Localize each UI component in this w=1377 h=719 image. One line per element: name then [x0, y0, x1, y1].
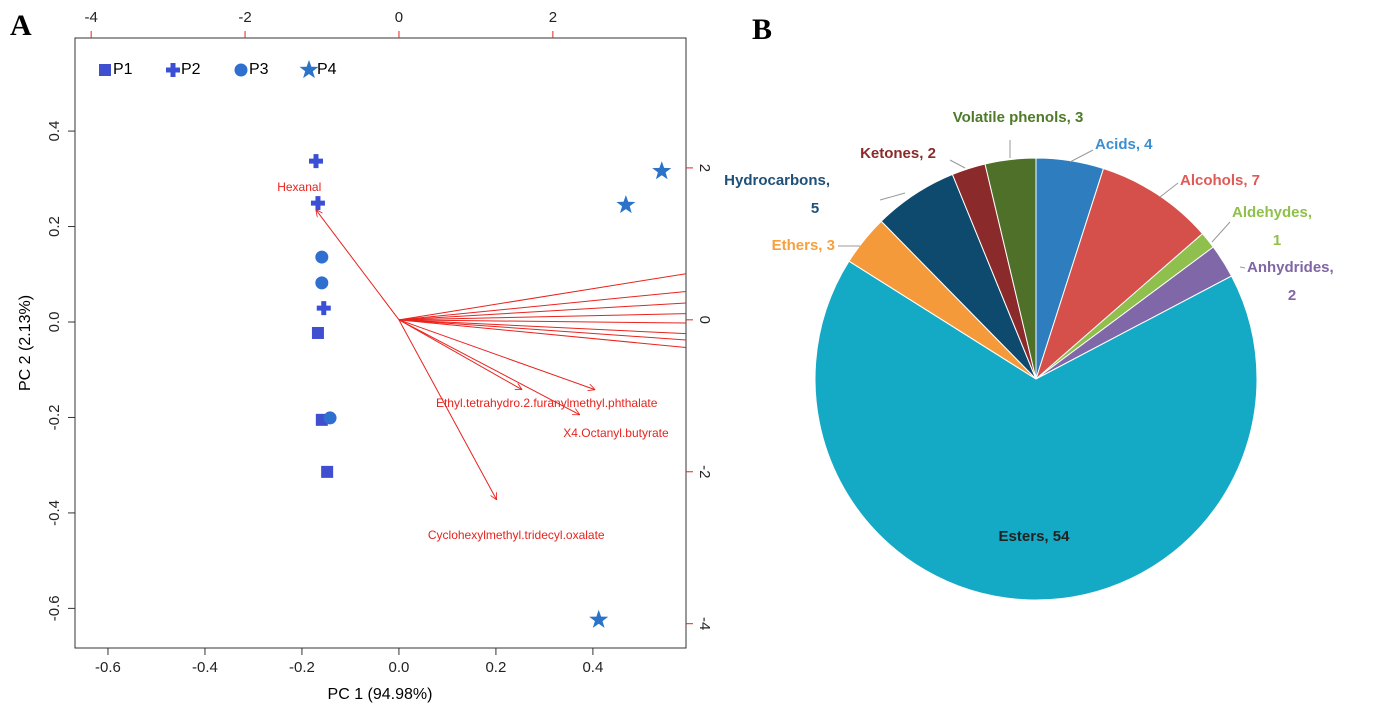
loading-label: X4.Octanyl.butyrate [563, 426, 669, 440]
x-tick-label: -0.2 [289, 659, 315, 676]
point [316, 301, 331, 316]
x-tick-label: 0.4 [582, 659, 603, 676]
legend-symbol [299, 60, 319, 79]
legend-symbol [234, 63, 248, 77]
x-tick-label: 0.2 [485, 659, 506, 676]
x-tick-label: 0.0 [388, 659, 409, 676]
plot-frame [74, 37, 687, 649]
loading-arrow [398, 319, 522, 390]
pie-slice [984, 157, 1037, 380]
loading-arrow [398, 319, 686, 335]
loading-arrow [398, 290, 686, 321]
point [616, 195, 636, 214]
leader-line [879, 192, 906, 201]
x-tick-label: -0.4 [192, 659, 218, 676]
leader-line [1159, 182, 1179, 198]
y-tick-label: 0.4 [46, 121, 63, 142]
slice-label: Ethers, 3 [772, 237, 835, 254]
slice-label: Alcohols, 7 [1180, 172, 1260, 189]
legend-symbol [99, 64, 111, 76]
y-tick-label: -0.4 [46, 500, 63, 526]
y-tick-label: -0.6 [46, 595, 63, 621]
loading-arrow [398, 313, 686, 321]
y2-tick-label: -4 [696, 617, 713, 630]
legend-symbol [166, 63, 180, 77]
x2-tick-label: 0 [395, 9, 403, 26]
loading-arrow [316, 210, 400, 321]
leader-line [1239, 266, 1246, 269]
point [323, 411, 337, 425]
point [315, 250, 329, 264]
y-tick-label: -0.2 [46, 405, 63, 431]
loading-arrow [398, 273, 686, 321]
y-axis-label: PC 2 (2.13%) [17, 295, 34, 391]
point [315, 276, 329, 290]
point [310, 196, 325, 211]
x2-tick-label: -4 [84, 9, 97, 26]
plot-area: Hexanal Cyclohexylmethyl.tridecyl.oxalate… [277, 154, 686, 628]
y-tick-label: 0.2 [46, 216, 63, 237]
point [589, 609, 609, 628]
slice-label: Esters, 54 [999, 528, 1071, 545]
legend-label: P2 [181, 61, 201, 78]
loading-arrow [398, 319, 686, 324]
x-tick-label: -0.6 [95, 659, 121, 676]
loading-label: Ethyl.tetrahydro.2.furanylmethyl.phthala… [436, 396, 658, 410]
slice-label: 2 [1288, 287, 1296, 304]
x-axis-label: PC 1 (94.98%) [328, 686, 433, 703]
loading-arrow [398, 319, 595, 390]
slice-label: Anhydrides, [1247, 259, 1334, 276]
leader-line [1069, 149, 1094, 163]
slice-label: Acids, 4 [1095, 136, 1153, 153]
x2-tick-label: 2 [549, 9, 557, 26]
panel-label: B [752, 13, 772, 46]
pie-slice [1034, 167, 1204, 381]
slice-label: Volatile phenols, 3 [953, 109, 1084, 126]
point [321, 465, 334, 478]
slice-label: Aldehydes, [1232, 204, 1312, 221]
loading-arrow [398, 319, 686, 349]
point [652, 161, 672, 180]
y2-tick-label: -2 [696, 465, 713, 478]
point [311, 326, 324, 339]
loading-arrow [398, 319, 497, 500]
x2-tick-label: -2 [238, 9, 251, 26]
legend-label: P4 [317, 61, 337, 78]
slice-label: Hydrocarbons, [724, 172, 830, 189]
leader-line [949, 159, 966, 169]
pie-slice [814, 260, 1258, 601]
y2-tick-label: 0 [696, 316, 713, 324]
loading-arrow [398, 302, 686, 321]
point [309, 154, 324, 169]
y-tick-label: 0.0 [46, 312, 63, 333]
slice-label: Ketones, 2 [860, 145, 936, 162]
y2-tick-label: 2 [696, 164, 713, 172]
loading-arrow [398, 319, 580, 416]
slice-label: 5 [811, 200, 819, 217]
legend-label: P1 [113, 61, 133, 78]
leader-line [1211, 221, 1231, 243]
loading-label: Cyclohexylmethyl.tridecyl.oxalate [428, 528, 605, 542]
loading-label: Hexanal [277, 180, 321, 194]
panel-label: A [10, 9, 32, 42]
slice-label: 1 [1273, 232, 1281, 249]
loading-arrow [398, 319, 686, 341]
legend-label: P3 [249, 61, 269, 78]
